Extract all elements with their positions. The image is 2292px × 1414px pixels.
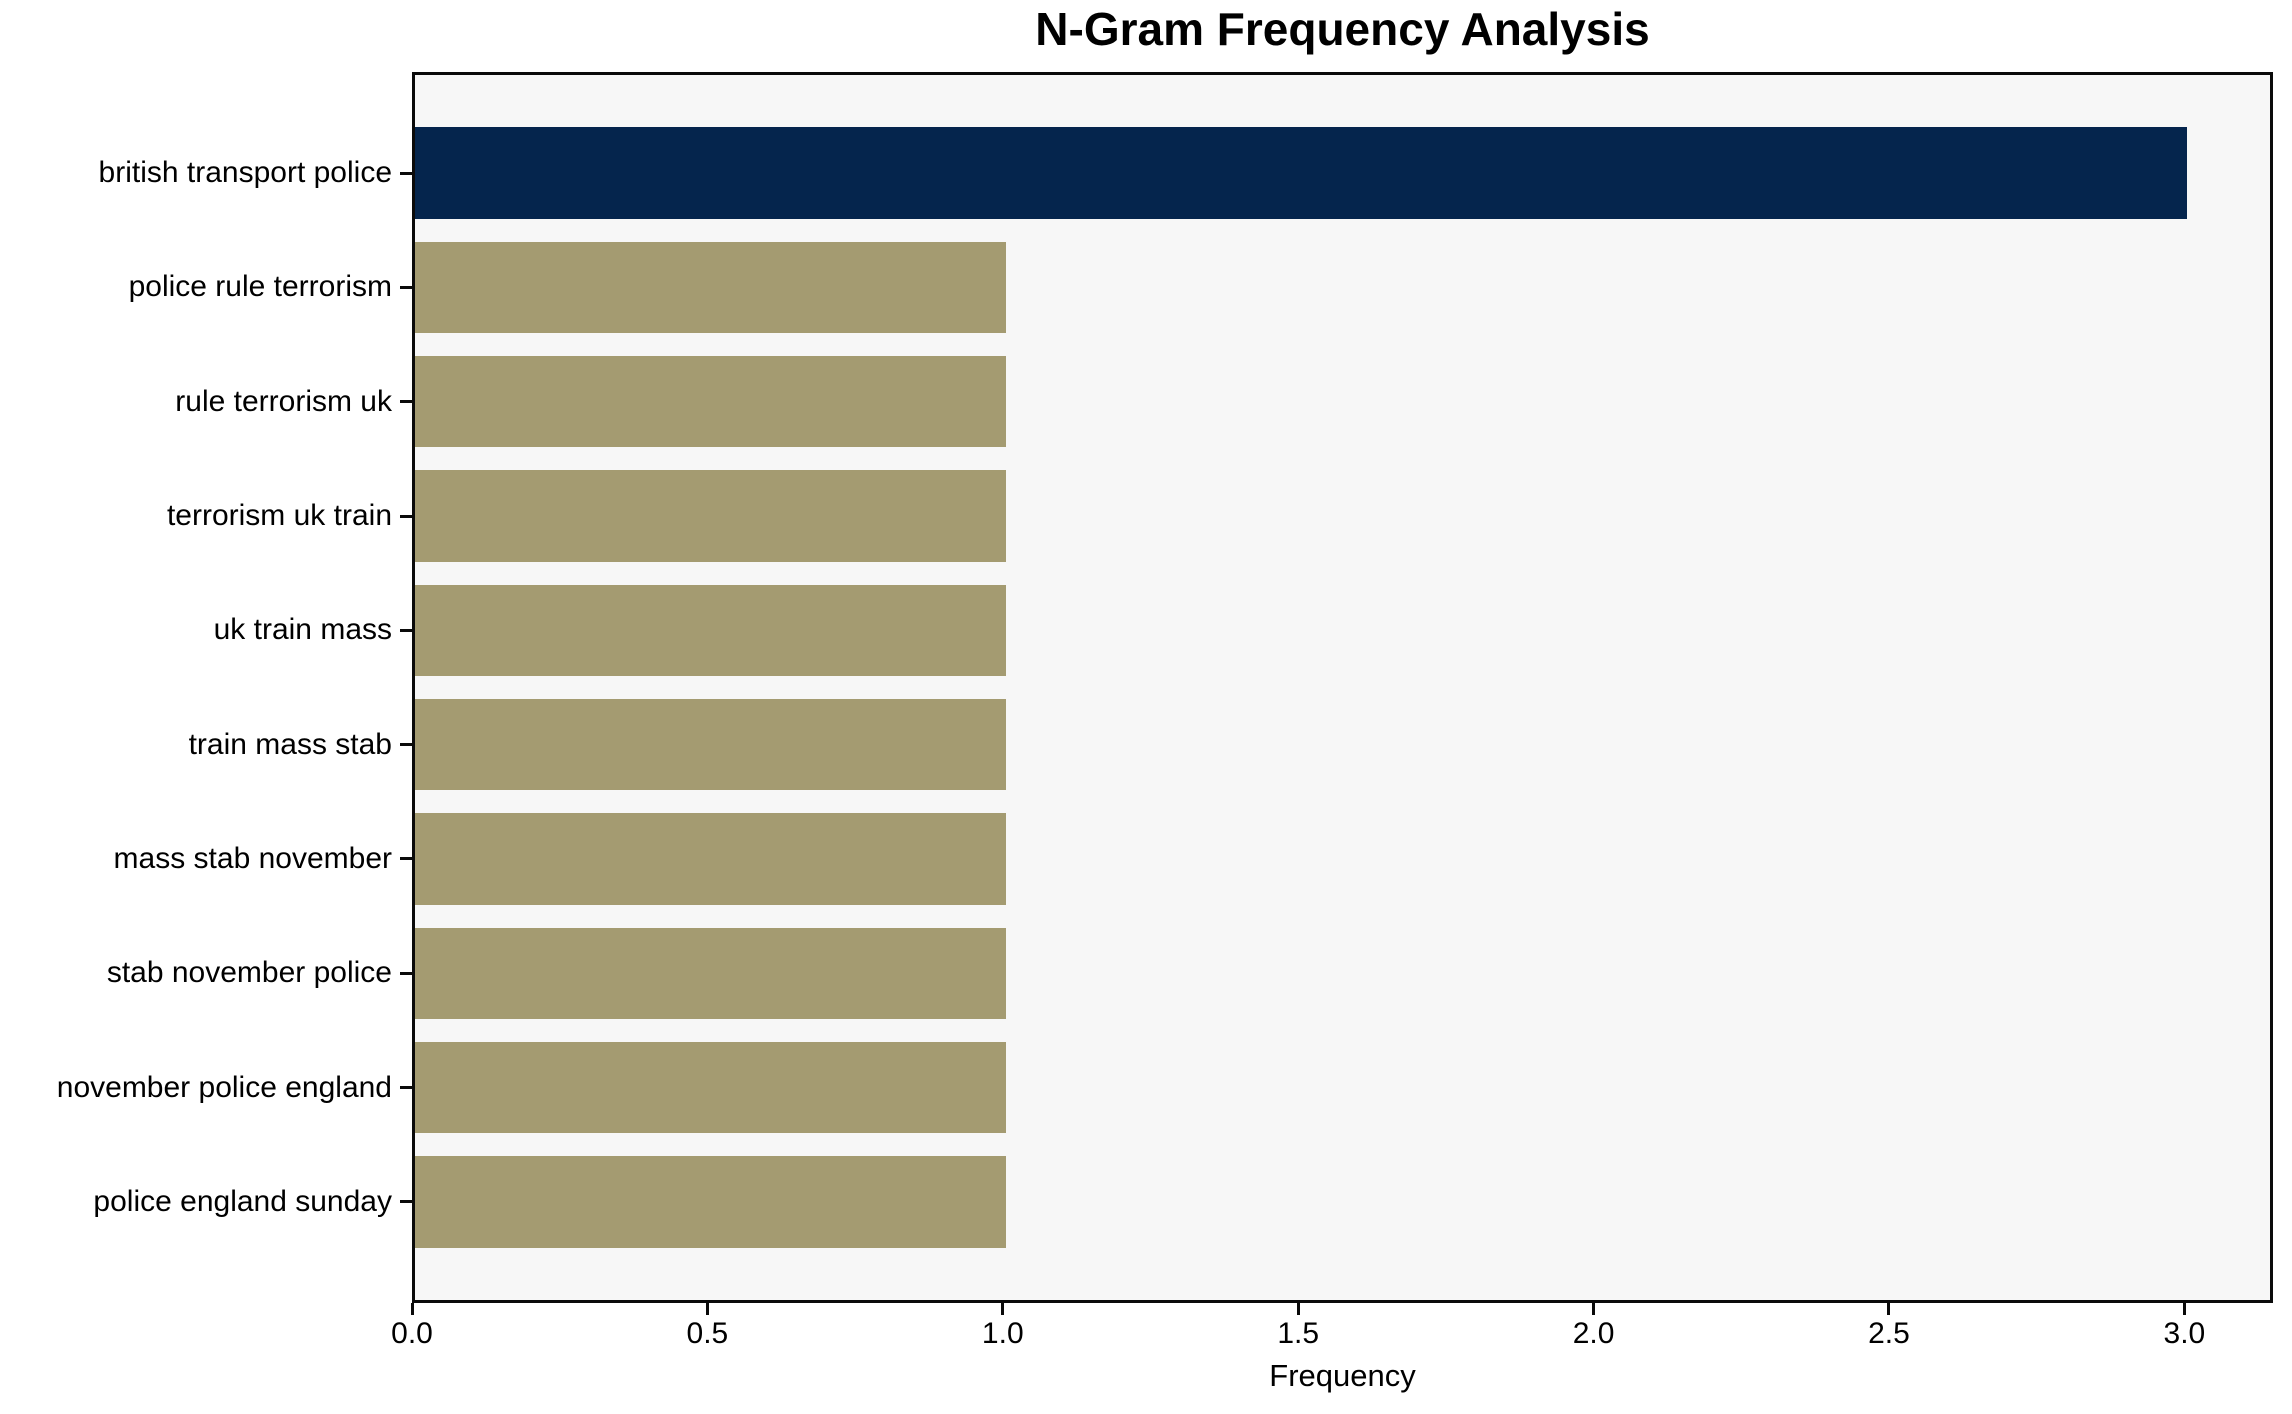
y-tick-mark (400, 285, 412, 289)
bar-uk-train-mass (415, 584, 1006, 677)
x-tick-label-2.5: 2.5 (1868, 1317, 1910, 1350)
x-tick-label-0.0: 0.0 (391, 1317, 433, 1350)
y-tick-mark (400, 1086, 412, 1090)
y-tick-label-train-mass-stab: train mass stab (188, 727, 392, 761)
y-tick-mark (400, 171, 412, 175)
bar-police-rule-terrorism (415, 241, 1006, 334)
x-tick-mark (1592, 1303, 1596, 1315)
y-tick-mark (400, 971, 412, 975)
y-tick-mark (400, 400, 412, 404)
chart-title: N-Gram Frequency Analysis (1035, 3, 1650, 55)
y-tick-label-stab-november-police: stab november police (106, 956, 392, 990)
bar-mass-stab-november (415, 813, 1006, 905)
bar-british-transport-police (415, 127, 2188, 219)
x-tick-label-1.0: 1.0 (981, 1317, 1024, 1350)
x-axis-title: Frequency (1269, 1358, 1416, 1393)
x-tick-label-2.0: 2.0 (1572, 1317, 1615, 1350)
bar-police-england-sunday (415, 1156, 1006, 1248)
plot-area (412, 72, 2273, 1303)
x-tick-mark (705, 1303, 709, 1315)
bar-train-mass-stab (415, 698, 1006, 791)
y-tick-label-british-transport-police: british transport police (98, 156, 392, 190)
y-tick-label-police-england-sunday: police england sunday (93, 1184, 392, 1218)
y-tick-label-uk-train-mass: uk train mass (213, 613, 392, 647)
x-tick-label-3.0: 3.0 (2163, 1317, 2206, 1350)
y-tick-label-terrorism-uk-train: terrorism uk train (166, 499, 392, 533)
y-tick-label-police-rule-terrorism: police rule terrorism (128, 270, 392, 304)
y-tick-mark (400, 857, 412, 861)
y-tick-label-mass-stab-november: mass stab november (113, 841, 392, 875)
bar-rule-terrorism-uk (415, 356, 1006, 448)
y-tick-mark (400, 1200, 412, 1204)
y-tick-label-november-police-england: november police england (56, 1070, 392, 1104)
x-tick-label-0.5: 0.5 (686, 1317, 729, 1350)
x-tick-mark (2182, 1303, 2186, 1315)
y-tick-mark (400, 743, 412, 747)
x-tick-mark (1001, 1303, 1005, 1315)
x-tick-mark (1887, 1303, 1891, 1315)
bar-november-police-england (415, 1041, 1006, 1134)
y-tick-mark (400, 628, 412, 632)
x-tick-mark (410, 1303, 414, 1315)
y-tick-mark (400, 514, 412, 518)
y-tick-label-rule-terrorism-uk: rule terrorism uk (175, 384, 392, 418)
bar-stab-november-police (415, 927, 1006, 1019)
bar-terrorism-uk-train (415, 470, 1006, 562)
x-tick-mark (1296, 1303, 1300, 1315)
x-tick-label-1.5: 1.5 (1277, 1317, 1320, 1350)
